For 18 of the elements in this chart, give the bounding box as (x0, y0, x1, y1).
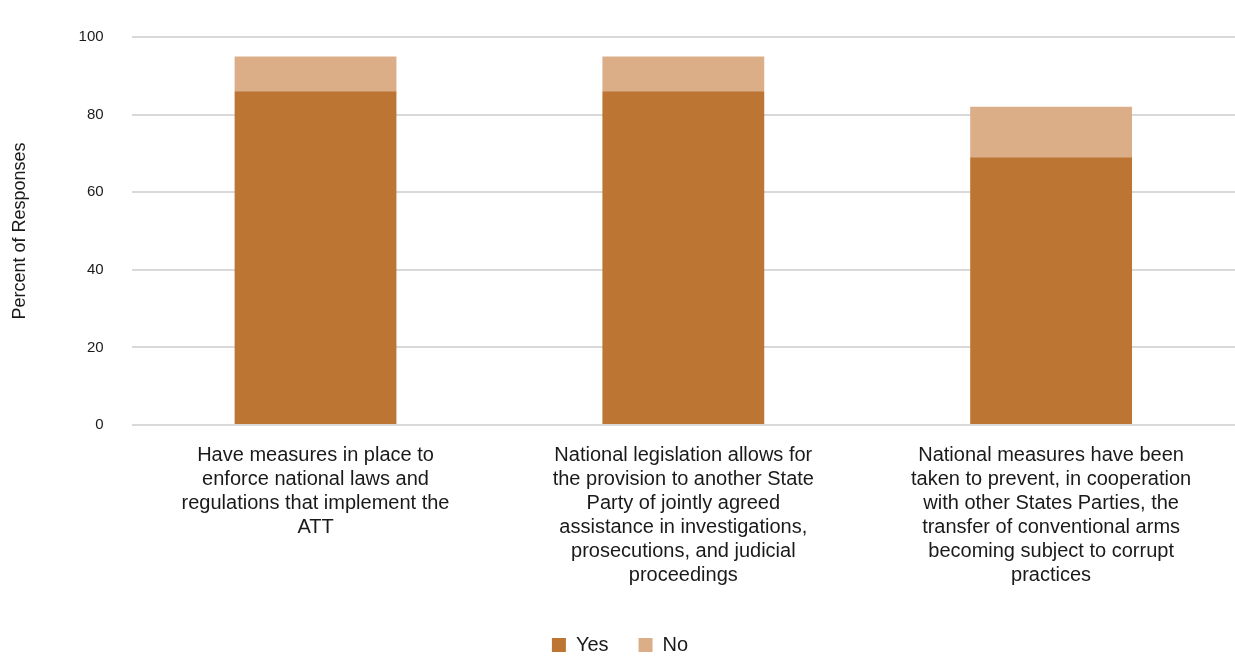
bar (234, 91, 397, 424)
x-tick-label: Have measures in place to enforce national laws and regulations that implement the ATT (181, 442, 450, 537)
y-tick-label: 100 (78, 27, 104, 45)
y-tick-label: 60 (86, 182, 104, 200)
bar (234, 56, 397, 92)
y-tick-label: 20 (86, 337, 104, 355)
bar (602, 91, 765, 424)
legend-label: Yes (575, 632, 609, 655)
bar (602, 56, 765, 92)
legend-label: No (662, 632, 689, 655)
x-tick-label: National legislation allows for the provision to another State Party of jointly agreed assistance in investigations, prosecutions, and judicial proceedings (552, 442, 814, 585)
y-tick-label: 80 (86, 104, 104, 122)
bar (970, 106, 1133, 158)
y-tick-label: 0 (95, 415, 104, 433)
y-axis-title: Percent of Responses (8, 142, 29, 320)
x-tick-label: National measures have been taken to prevent, in cooperation with other States Parties, the transfer of conventional arms becoming subject to corrupt practices (911, 442, 1192, 585)
bar (970, 157, 1133, 424)
y-tick-label: 40 (86, 259, 104, 277)
